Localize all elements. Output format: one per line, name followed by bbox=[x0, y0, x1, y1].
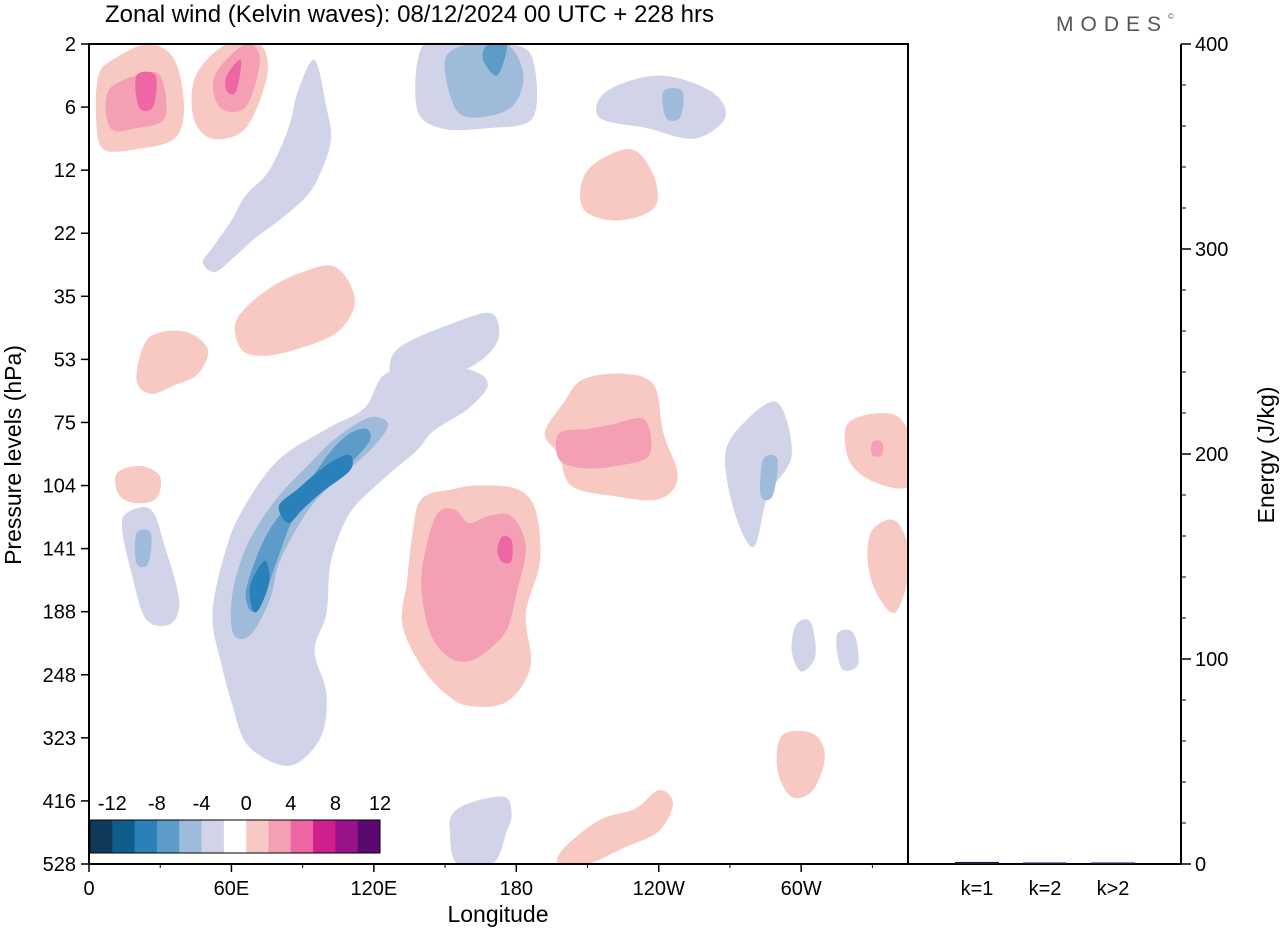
y-tick-label: 323 bbox=[43, 728, 76, 750]
energy-panel: k=1 k=2 k>2 0 100 200 300 400 Energy (J/kg) bbox=[908, 34, 1279, 900]
negative-anomaly-region bbox=[760, 454, 778, 501]
colorbar-swatch bbox=[223, 820, 247, 853]
negative-anomaly-region bbox=[389, 312, 500, 383]
colorbar-label: -8 bbox=[148, 793, 166, 815]
y-tick-label: 104 bbox=[43, 476, 76, 498]
energy-tick-label: 0 bbox=[1195, 854, 1206, 876]
positive-anomaly-region bbox=[497, 535, 513, 564]
x-tick-label: 120W bbox=[633, 878, 685, 900]
colorbar-label: -4 bbox=[193, 793, 211, 815]
y-tick-label: 35 bbox=[54, 286, 76, 308]
negative-anomaly-region bbox=[230, 416, 389, 640]
colorbar-swatch bbox=[156, 820, 180, 853]
positive-anomaly-region bbox=[776, 730, 825, 799]
negative-anomaly-region bbox=[662, 88, 684, 121]
energy-bars: k=1 k=2 k>2 bbox=[955, 861, 1135, 900]
y-tick-label: 53 bbox=[54, 349, 76, 371]
energy-tick-label: 100 bbox=[1195, 649, 1228, 671]
y-tick-label: 75 bbox=[54, 412, 76, 434]
y-tick-label: 6 bbox=[65, 97, 76, 119]
x-tick-label: 60W bbox=[781, 878, 822, 900]
brand-logo: MODES© bbox=[1056, 12, 1181, 36]
colorbar: -12 -8 -4 0 4 8 12 bbox=[89, 777, 391, 854]
plot-frame bbox=[88, 43, 909, 865]
positive-anomaly-region bbox=[555, 418, 652, 469]
negative-anomaly-region bbox=[482, 44, 508, 76]
colorbar-swatch bbox=[246, 820, 269, 853]
colorbar-label: 8 bbox=[330, 793, 341, 815]
negative-anomaly-region bbox=[836, 629, 859, 671]
hovmoller-panel: -12 -8 -4 0 4 8 12 0 60E 120E 180 120W 60W 2 6 12 22 35… bbox=[0, 34, 909, 927]
positive-anomaly-region bbox=[115, 465, 162, 504]
negative-anomaly-region bbox=[724, 401, 792, 548]
negative-anomaly-region bbox=[449, 796, 512, 864]
positive-anomaly-region bbox=[871, 440, 884, 457]
energy-bar bbox=[955, 861, 999, 864]
colorbar-swatch bbox=[134, 820, 158, 853]
y-tick-label: 188 bbox=[43, 602, 76, 624]
colorbar-swatch bbox=[201, 820, 225, 853]
positive-anomaly-region bbox=[580, 149, 658, 221]
y-tick-label: 248 bbox=[43, 665, 76, 687]
energy-y-axis: 0 100 200 300 400 bbox=[1181, 34, 1228, 876]
energy-category-label: k=1 bbox=[961, 878, 994, 900]
positive-anomaly-region bbox=[136, 330, 209, 394]
y-tick-label: 141 bbox=[43, 539, 76, 561]
y-tick-label: 2 bbox=[65, 34, 76, 56]
chart-title: Zonal wind (Kelvin waves): 08/12/2024 00… bbox=[105, 1, 714, 28]
energy-tick-label: 400 bbox=[1195, 34, 1228, 56]
y-tick-label: 22 bbox=[54, 223, 76, 245]
wind-anomaly-contours bbox=[95, 44, 908, 864]
positive-anomaly-region bbox=[234, 265, 355, 356]
x-axis: 0 60E 120E 180 120W 60W bbox=[83, 864, 873, 900]
positive-anomaly-region bbox=[135, 71, 157, 111]
colorbar-swatch bbox=[268, 820, 292, 853]
x-tick-label: 120E bbox=[351, 878, 398, 900]
colorbar-swatch bbox=[357, 820, 381, 853]
x-tick-label: 180 bbox=[500, 878, 533, 900]
negative-anomaly-region bbox=[444, 44, 524, 118]
positive-anomaly-region bbox=[867, 519, 908, 613]
energy-bar bbox=[1091, 862, 1135, 864]
energy-category-label: k=2 bbox=[1029, 878, 1062, 900]
y-tick-label: 528 bbox=[43, 854, 76, 876]
y-tick-label: 416 bbox=[43, 791, 76, 813]
colorbar-label: 4 bbox=[285, 793, 296, 815]
negative-anomaly-region bbox=[212, 365, 488, 766]
colorbar-swatch bbox=[290, 820, 314, 853]
negative-anomaly-region bbox=[278, 454, 353, 524]
positive-anomaly-region bbox=[225, 59, 242, 95]
energy-category-label: k>2 bbox=[1097, 878, 1130, 900]
y-tick-label: 12 bbox=[54, 160, 76, 182]
y-axis: 2 6 12 22 35 53 75 104 141 188 248 323 416 528 bbox=[43, 34, 89, 876]
positive-anomaly-region bbox=[557, 790, 673, 864]
colorbar-swatch bbox=[335, 820, 359, 853]
negative-anomaly-region bbox=[249, 560, 270, 613]
energy-bar bbox=[1023, 862, 1067, 864]
x-tick-label: 60E bbox=[214, 878, 250, 900]
colorbar-label: 12 bbox=[369, 793, 391, 815]
x-axis-label: Longitude bbox=[447, 901, 548, 927]
colorbar-swatch bbox=[112, 820, 136, 853]
colorbar-swatch bbox=[90, 820, 113, 853]
negative-anomaly-region bbox=[134, 529, 152, 568]
colorbar-label: 0 bbox=[241, 793, 252, 815]
negative-anomaly-region bbox=[791, 619, 816, 672]
colorbar-swatch bbox=[313, 820, 336, 853]
x-tick-label: 0 bbox=[83, 878, 94, 900]
energy-tick-label: 200 bbox=[1195, 444, 1228, 466]
colorbar-label: -12 bbox=[98, 793, 127, 815]
negative-anomaly-region bbox=[202, 59, 332, 273]
energy-tick-label: 300 bbox=[1195, 239, 1228, 261]
negative-anomaly-region bbox=[596, 75, 726, 139]
colorbar-swatch bbox=[179, 820, 203, 853]
energy-axis-label: Energy (J/kg) bbox=[1253, 387, 1279, 524]
y-axis-label: Pressure levels (hPa) bbox=[0, 345, 26, 565]
